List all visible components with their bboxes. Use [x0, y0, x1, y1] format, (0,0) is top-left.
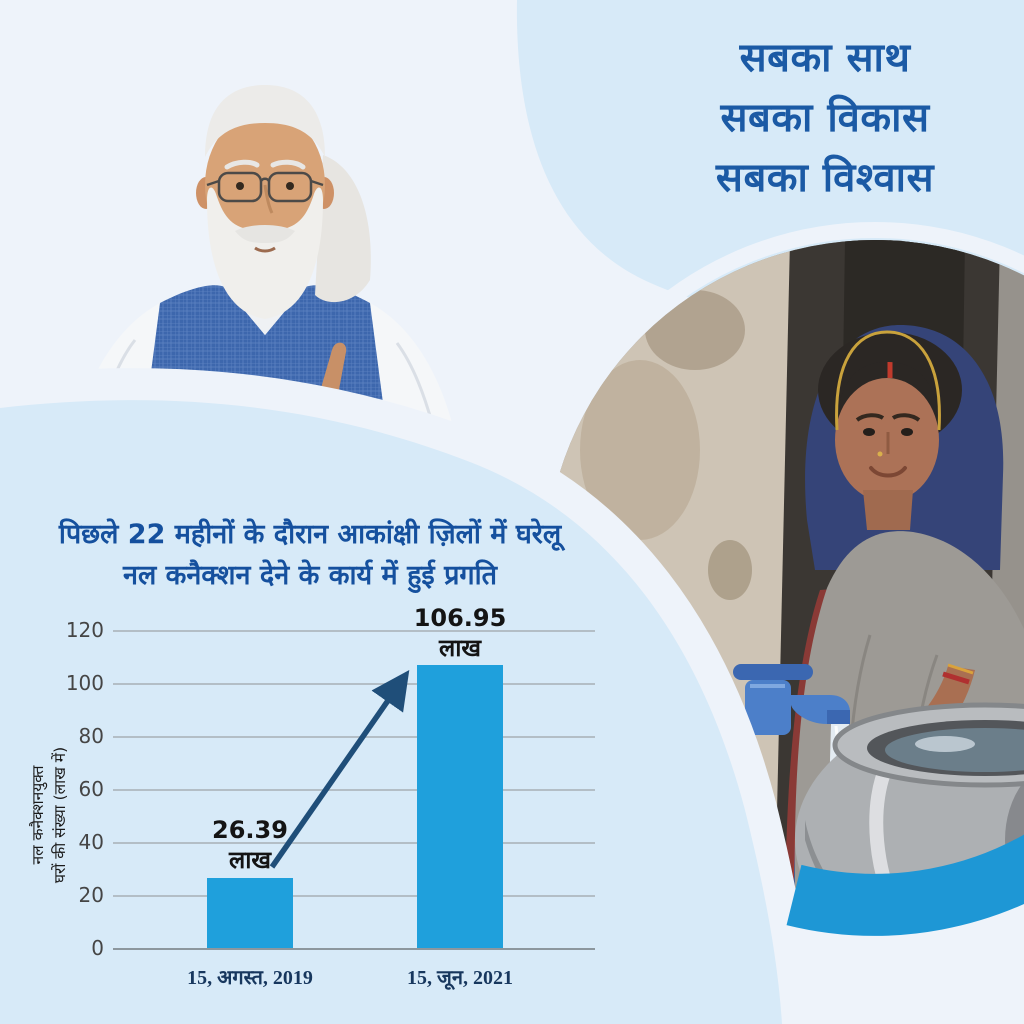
ytick-120: 120: [65, 618, 104, 642]
gridline-100: [113, 683, 595, 685]
x-axis-line: [113, 948, 595, 950]
ytick-20: 20: [78, 883, 104, 907]
pm-head: [196, 85, 371, 319]
gridline-120: [113, 630, 595, 632]
bar-2019: [207, 878, 293, 948]
slogan-headline: सबका साथ सबका विकास सबका विश्वास: [715, 35, 935, 201]
glasses-icon: [206, 171, 324, 203]
ytick-40: 40: [78, 830, 104, 854]
bar-value-2019: 26.39 लाख: [212, 816, 288, 874]
pm-portrait-photo: [67, 85, 463, 480]
ytick-60: 60: [78, 777, 104, 801]
gridline-60: [113, 789, 595, 791]
gridline-80: [113, 736, 595, 738]
xtick-2021: 15, जून, 2021: [407, 967, 513, 989]
tap-connection-bar-chart: पिछले 22 महीनों के दौरान आकांक्षी ज़िलों…: [0, 515, 620, 1015]
chart-title: पिछले 22 महीनों के दौरान आकांक्षी ज़िलों…: [58, 519, 562, 591]
ytick-0: 0: [91, 936, 104, 960]
bar-2021: [417, 664, 503, 948]
ytick-100: 100: [65, 671, 104, 695]
y-axis-title: नल कनैक्शनयुक्त घरों की संख्या (लाख में): [29, 746, 70, 884]
bar-value-2021: 106.95 लाख: [413, 604, 507, 662]
xtick-2019: 15, अगस्त, 2019: [187, 967, 313, 989]
gridline-20: [113, 895, 595, 897]
ytick-80: 80: [78, 724, 104, 748]
